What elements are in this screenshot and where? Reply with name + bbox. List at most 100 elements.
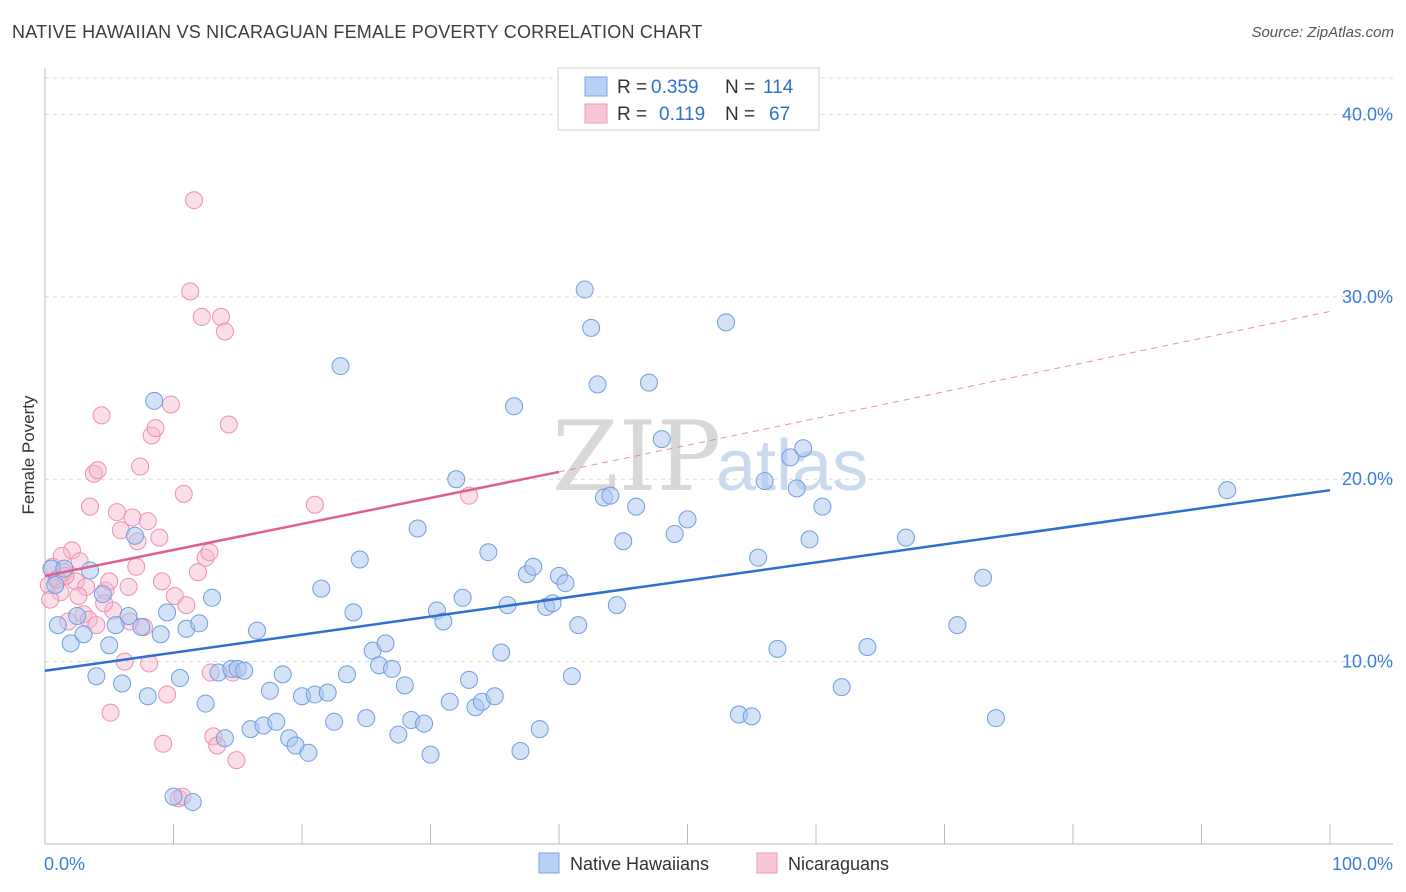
native-hawaiians-point-18: [158, 603, 177, 622]
native-hawaiians-point-75: [524, 557, 543, 576]
native-hawaiians-point-103: [794, 439, 813, 458]
native-hawaiians-point-57: [408, 519, 427, 538]
nicaraguans-point-54: [87, 616, 106, 635]
nicaraguans-point-47: [219, 415, 238, 434]
native-hawaiians-point-44: [325, 712, 344, 731]
y-tick-label-30: 30.0%: [1342, 287, 1393, 307]
native-hawaiians-point-14: [132, 617, 151, 636]
native-hawaiians-point-12: [119, 607, 138, 626]
native-hawaiians-point-20: [170, 669, 189, 688]
native-hawaiians-point-55: [395, 676, 414, 695]
native-hawaiians-point-82: [569, 616, 588, 635]
nicaraguans-point-56: [101, 703, 120, 722]
nicaraguans-point-46: [215, 322, 234, 341]
nicaraguans-point-11: [80, 497, 99, 516]
native-hawaiians-point-32: [248, 621, 267, 640]
native-hawaiians-point-8: [93, 585, 112, 604]
native-hawaiians-point-35: [267, 712, 286, 731]
x-tick-label-max: 100.0%: [1332, 854, 1393, 874]
native-hawaiians-point-23: [190, 614, 209, 633]
y-tick-label-20: 20.0%: [1342, 469, 1393, 489]
nicaraguans-point-13: [88, 461, 107, 480]
axes: [44, 68, 1393, 845]
nicaraguans-point-30: [154, 734, 173, 753]
legend-r-label-2: R =: [617, 104, 647, 125]
nicaraguans-point-22: [123, 508, 142, 527]
native-hawaiians-point-102: [787, 479, 806, 498]
native-hawaiians-point-93: [665, 524, 684, 543]
nicaraguans-point-38: [185, 191, 204, 210]
native-hawaiians-point-7: [87, 667, 106, 686]
series-legend-label-2: Nicaraguans: [788, 854, 889, 874]
y-tick-label-40: 40.0%: [1342, 104, 1393, 124]
native-hawaiians-point-98: [749, 548, 768, 567]
native-hawaiians-point-107: [858, 638, 877, 657]
legend-swatch-blue: [584, 76, 608, 97]
series-legend-label-1: Native Hawaiians: [570, 854, 709, 874]
native-hawaiians-point-95: [717, 313, 736, 332]
native-hawaiians-point-80: [556, 574, 575, 593]
native-hawaiians-point-34: [260, 681, 279, 700]
native-hawaiians-point-61: [434, 612, 453, 631]
nicaraguans-point-31: [158, 685, 177, 704]
native-hawaiians-point-25: [203, 588, 222, 607]
nicaraguans-point-18: [107, 503, 126, 522]
native-hawaiians-point-111: [986, 709, 1005, 728]
native-hawaiians-point-4: [68, 607, 87, 626]
native-hawaiians-point-46: [337, 665, 356, 684]
native-hawaiians-point-64: [453, 588, 472, 607]
native-hawaiians-point-65: [460, 670, 479, 689]
native-hawaiians-point-63: [447, 470, 466, 489]
native-hawaiians-point-106: [832, 678, 851, 697]
native-hawaiians-point-11: [113, 674, 132, 693]
native-hawaiians-point-30: [235, 661, 254, 680]
legend-n-label-1: N =: [725, 77, 755, 98]
native-hawaiians-point-54: [389, 725, 408, 744]
native-hawaiians-point-100: [768, 639, 787, 658]
native-hawaiians-point-105: [813, 497, 832, 516]
native-hawaiians-point-49: [357, 709, 376, 728]
nicaraguans-point-49: [227, 751, 246, 770]
nicaraguans-point-36: [177, 596, 196, 615]
native-hawaiians-point-24: [196, 694, 215, 713]
nicaraguans-point-14: [92, 406, 111, 425]
native-hawaiians-point-78: [543, 594, 562, 613]
chart-title: NATIVE HAWAIIAN VS NICARAGUAN FEMALE POV…: [12, 22, 703, 42]
native-hawaiians-point-112: [1218, 481, 1237, 500]
native-hawaiians-point-94: [678, 510, 697, 529]
native-hawaiians-point-27: [215, 729, 234, 748]
nicaraguans-point-42: [200, 543, 219, 562]
native-hawaiians-point-85: [588, 375, 607, 394]
legend-r-label-1: R =: [617, 77, 647, 98]
watermark-zip: ZIP: [552, 401, 721, 513]
native-hawaiians-point-59: [421, 745, 440, 764]
nicaraguans-point-28: [146, 419, 165, 438]
native-hawaiians-point-52: [376, 634, 395, 653]
stats-legend: R = 0.359 N = 114 R = 0.119 N = 67: [557, 67, 820, 131]
native-hawaiians-point-99: [755, 472, 774, 491]
series-legend: Native Hawaiians Nicaraguans: [538, 852, 889, 874]
source-label: Source: ZipAtlas.com: [1251, 24, 1394, 41]
native-hawaiians-point-81: [562, 667, 581, 686]
legend-r-value-2: 0.119: [659, 104, 705, 125]
native-hawaiians-point-62: [440, 692, 459, 711]
native-hawaiians-point-40: [299, 743, 318, 762]
native-hawaiians-point-87: [601, 486, 620, 505]
native-hawaiians-point-72: [505, 397, 524, 416]
native-hawaiians-point-19: [164, 787, 183, 806]
nicaraguans-point-21: [119, 577, 138, 596]
legend-n-value-1: 114: [763, 77, 794, 98]
y-tick-labels: 10.0% 20.0% 30.0% 40.0%: [1342, 104, 1393, 671]
series-legend-swatch-blue: [538, 852, 560, 874]
series-legend-swatch-pink: [756, 852, 778, 874]
nicaraguans-point-63: [305, 495, 324, 514]
native-hawaiians-point-73: [511, 741, 530, 760]
trend-lines: [44, 310, 1331, 672]
native-hawaiians-point-45: [331, 357, 350, 376]
nicaraguans-point-60: [152, 572, 171, 591]
nicaraguans-point-26: [138, 512, 157, 531]
nicaraguans-point-37: [181, 282, 200, 301]
nicaraguans-point-24: [131, 457, 150, 476]
native-hawaiians-point-90: [627, 497, 646, 516]
